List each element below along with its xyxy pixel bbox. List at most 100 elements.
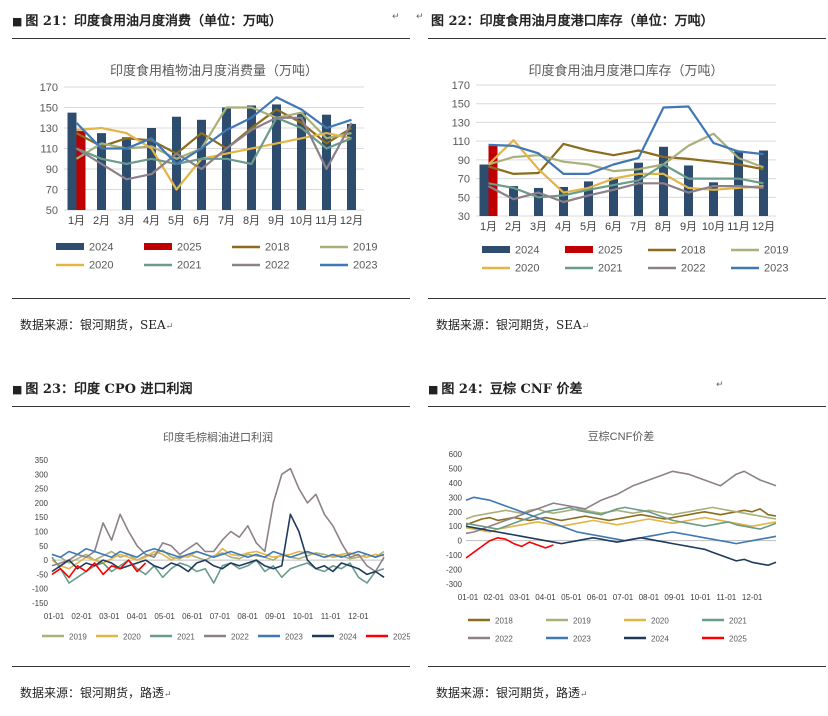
x-tick-label: 8月: [655, 221, 672, 233]
bar-2024-6月: [197, 119, 206, 210]
series-line-2023: [75, 96, 352, 166]
bar-2024-12月: [347, 123, 356, 210]
bar-2024-2月: [97, 133, 106, 210]
bottom-rule: [428, 298, 826, 299]
legend-label-2025: 2025: [393, 633, 410, 642]
bar-2024-5月: [584, 181, 593, 216]
legend-label-2018: 2018: [681, 245, 705, 257]
x-tick-label: 2月: [505, 221, 522, 233]
series-line-2022: [465, 470, 777, 535]
legend-label-2025: 2025: [729, 635, 747, 644]
paragraph-mark: ↵: [416, 12, 424, 22]
bar-2024-11月: [322, 114, 331, 210]
x-tick-label: 1月: [68, 215, 85, 227]
paragraph-mark: ↵: [716, 380, 724, 390]
y-tick-label: 50: [39, 542, 48, 551]
legend-swatch-2024: [482, 246, 510, 253]
bar-2024-8月: [247, 105, 256, 210]
top-rule: [428, 406, 826, 407]
consumption-chart: 印度食用植物油月度消费量（万吨） 50 70 90 110 130 150 170 1月 2月 3月…: [40, 63, 378, 272]
x-tick-label: 04-01: [127, 612, 148, 621]
series-line-2023: [51, 547, 385, 558]
x-tick-label: 12-01: [742, 593, 763, 602]
legend-label-2018: 2018: [265, 242, 289, 254]
y-tick-label: 100: [35, 528, 49, 537]
figure-caption: ■ 图 23：印度 CPO 进口利润: [12, 382, 193, 397]
y-tick-label: 600: [449, 450, 463, 459]
data-source: 数据来源：银河期货，SEA↵: [20, 318, 174, 332]
bar-2024-9月: [272, 104, 281, 210]
x-tick-label: 2月: [93, 215, 110, 227]
y-tick-label: 0: [44, 556, 49, 565]
legend-swatch-2025: [565, 246, 593, 253]
x-tick-label: 11月: [315, 215, 337, 227]
x-tick-label: 03-01: [509, 593, 530, 602]
bottom-rule: [12, 666, 410, 667]
legend-label-2024: 2024: [339, 633, 357, 642]
x-tick-label: 10-01: [690, 593, 711, 602]
y-tick-label: 110: [452, 136, 470, 148]
cnf-spread-chart: 豆棕CNF价差 -300 -200 -100 0 100 200 300 400 500 600 01…: [446, 429, 777, 644]
series-line-2019: [465, 506, 777, 520]
y-tick-label: 50: [46, 205, 58, 217]
series-line-2021: [465, 506, 777, 530]
series-line-2023: [488, 105, 764, 175]
legend-label-2021: 2021: [177, 260, 201, 272]
legend-label-2022: 2022: [231, 633, 249, 642]
x-tick-label: 12-01: [348, 612, 369, 621]
legend-label-2023: 2023: [285, 633, 303, 642]
x-tick-label: 01-01: [44, 612, 65, 621]
series-line-2020: [487, 139, 764, 194]
y-tick-label: 200: [35, 499, 49, 508]
x-tick-label: 03-01: [99, 612, 120, 621]
x-tick-label: 12月: [340, 215, 363, 227]
y-tick-label: 200: [449, 508, 463, 517]
legend-label-2020: 2020: [515, 263, 539, 275]
series-line-2022: [51, 467, 385, 573]
x-tick-label: 06-01: [182, 612, 203, 621]
x-tick-label: 11-01: [321, 612, 341, 621]
y-tick-label: 350: [35, 456, 49, 465]
x-tick-label: 08-01: [639, 593, 660, 602]
x-tick-label: 5月: [168, 215, 185, 227]
bottom-rule: [12, 298, 410, 299]
legend-swatch-2025: [144, 243, 172, 250]
x-tick-label: 6月: [193, 215, 210, 227]
bar-2024-10月: [297, 112, 306, 210]
y-tick-label: 150: [35, 513, 49, 522]
legend-label-2022: 2022: [495, 635, 513, 644]
x-tick-label: 3月: [530, 221, 547, 233]
figure-caption: ■ 图 24：豆棕 CNF 价差: [428, 382, 583, 397]
y-tick-label: -100: [32, 585, 49, 594]
legend-label-2023: 2023: [573, 635, 591, 644]
chart-title: 印度食用油月度港口库存（万吨）: [528, 63, 723, 78]
x-tick-label: 02-01: [484, 593, 505, 602]
y-tick-label: 250: [35, 485, 49, 494]
series-line-2018: [465, 508, 777, 526]
panel-india-edible-oil-consumption: ■ 图 21：印度食用油月度消费（单位：万吨） ↵ 印度食用植物油月度消费量（万吨…: [12, 0, 410, 338]
x-tick-label: 09-01: [664, 593, 685, 602]
x-tick-label: 02-01: [71, 612, 92, 621]
y-tick-label: -50: [36, 570, 48, 579]
x-tick-label: 12月: [752, 221, 775, 233]
legend-label-2023: 2023: [764, 263, 788, 275]
y-tick-label: 170: [452, 80, 470, 92]
series-line-2025: [465, 537, 554, 559]
paragraph-mark: ↵: [392, 12, 400, 22]
x-tick-label: 8月: [243, 215, 260, 227]
x-tick-label: 9月: [680, 221, 697, 233]
x-tick-label: 3月: [118, 215, 135, 227]
legend-label-2024: 2024: [651, 635, 669, 644]
x-tick-label: 7月: [630, 221, 647, 233]
x-tick-label: 7月: [218, 215, 235, 227]
bar-2025-1月: [488, 145, 498, 216]
series-line-2022: [75, 116, 353, 181]
y-tick-label: 170: [40, 82, 58, 94]
top-rule: [12, 406, 410, 407]
data-source: 数据来源：银河期货，路透↵: [436, 686, 588, 700]
port-stock-chart: 印度食用油月度港口库存（万吨） 30 50 70 90 110 130 150 170 1月 2月 3…: [452, 63, 789, 275]
bar-2024-9月: [684, 165, 693, 216]
y-tick-label: 0: [458, 537, 463, 546]
legend-label-2025: 2025: [177, 242, 201, 254]
bar-2024-3月: [534, 187, 543, 216]
